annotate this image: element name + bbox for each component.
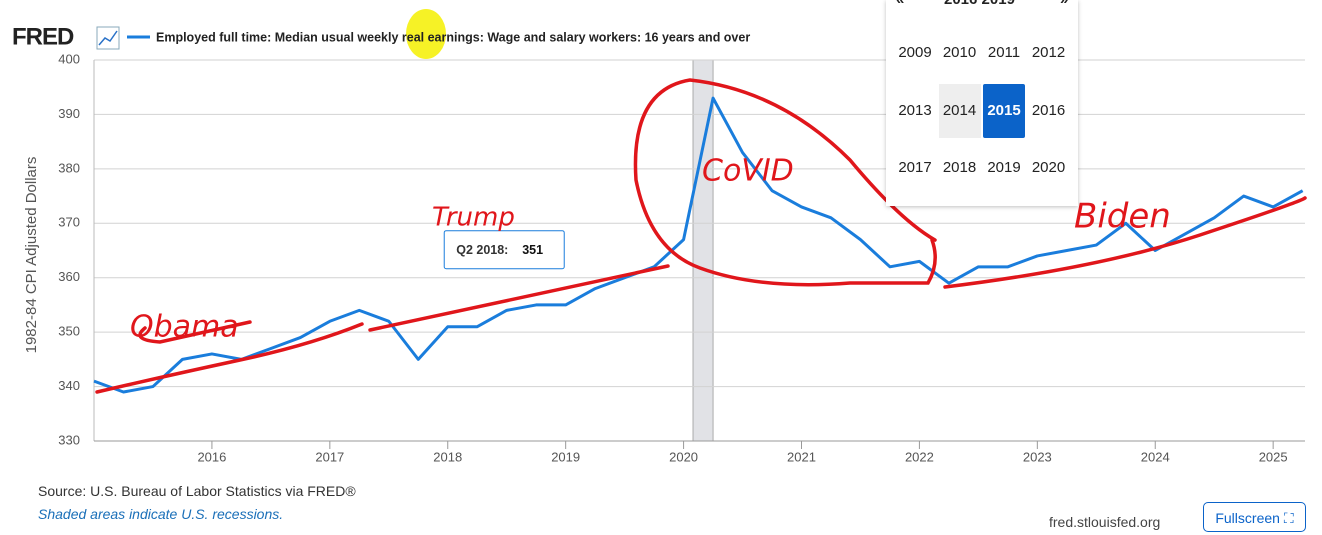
source: Source: U.S. Bureau of Labor Statistics …	[38, 483, 356, 499]
legend-label: Employed full time: Median usual weekly …	[156, 30, 750, 44]
x-tick-label: 2023	[1023, 449, 1052, 464]
site: fred.stlouisfed.org	[1049, 514, 1161, 530]
picker-year[interactable]: 2015	[983, 83, 1025, 138]
picker-header: « 2016 2019 »	[886, 0, 1078, 11]
date-picker: « 2016 2019 » 20092010201120122013201420…	[886, 0, 1078, 206]
tooltip-value: 351	[522, 243, 543, 257]
fullscreen-label: Fullscreen	[1215, 510, 1280, 526]
biden-trend	[943, 196, 1307, 289]
picker-year[interactable]: 2019	[987, 159, 1021, 176]
highlight	[406, 9, 446, 59]
recession-note: Shaded areas indicate U.S. recessions.	[38, 506, 284, 522]
picker-year[interactable]: 2016	[1031, 101, 1066, 119]
series-line	[93, 96, 1304, 394]
y-tick-label: 360	[58, 269, 80, 284]
tooltip-label: Q2 2018:	[456, 243, 508, 257]
picker-year[interactable]: 2020	[1031, 159, 1066, 176]
annotation: CoVID	[702, 154, 794, 189]
x-tick-label: 2025	[1259, 449, 1288, 464]
y-tick-label: 390	[58, 106, 80, 121]
x-tick-label: 2017	[315, 449, 344, 464]
trump-trend	[368, 264, 670, 332]
fullscreen-button[interactable]: Fullscreen ⛶	[1203, 502, 1306, 532]
x-tick-label: 2022	[905, 449, 934, 464]
y-tick-label: 350	[58, 324, 80, 339]
tooltip	[443, 230, 565, 270]
y-tick-label: 340	[58, 378, 80, 393]
logo-icon	[96, 26, 120, 50]
y-tick-label: 330	[58, 432, 80, 447]
picker-year[interactable]: 2010	[942, 44, 977, 61]
annotation: Obama	[130, 310, 239, 345]
picker-year[interactable]: 2014	[938, 83, 981, 138]
x-tick-label: 2018	[433, 449, 462, 464]
picker-year[interactable]: 2018	[942, 159, 977, 176]
y-tick-label: 380	[58, 160, 80, 175]
picker-year[interactable]: 2012	[1031, 44, 1066, 61]
x-tick-label: 2016	[197, 449, 226, 464]
y-axis-label: 1982-84 CPI Adjusted Dollars	[23, 157, 40, 354]
picker-next[interactable]: »	[1060, 0, 1068, 8]
annotation: Trump	[432, 203, 515, 233]
x-tick-label: 2019	[551, 449, 580, 464]
y-tick-label: 400	[58, 51, 80, 66]
annotation: Biden	[1074, 197, 1171, 237]
obama-scrawl	[138, 320, 252, 344]
picker-year[interactable]: 2013	[898, 101, 932, 119]
covid-circle	[633, 78, 937, 287]
logo-icon	[98, 30, 118, 46]
picker-year[interactable]: 2017	[898, 159, 932, 176]
picker-range: 2016 2019	[944, 0, 1015, 8]
picker-prev[interactable]: «	[896, 0, 904, 8]
picker-year[interactable]: 2009	[898, 44, 932, 61]
annotation-strokes	[95, 78, 1307, 394]
picker-year[interactable]: 2011	[987, 44, 1021, 61]
x-tick-label: 2021	[787, 449, 816, 464]
logo: FRED	[12, 23, 74, 50]
obama-trend	[95, 322, 364, 394]
x-tick-label: 2020	[669, 449, 698, 464]
x-tick-label: 2024	[1141, 449, 1170, 464]
y-tick-label: 370	[58, 215, 80, 230]
